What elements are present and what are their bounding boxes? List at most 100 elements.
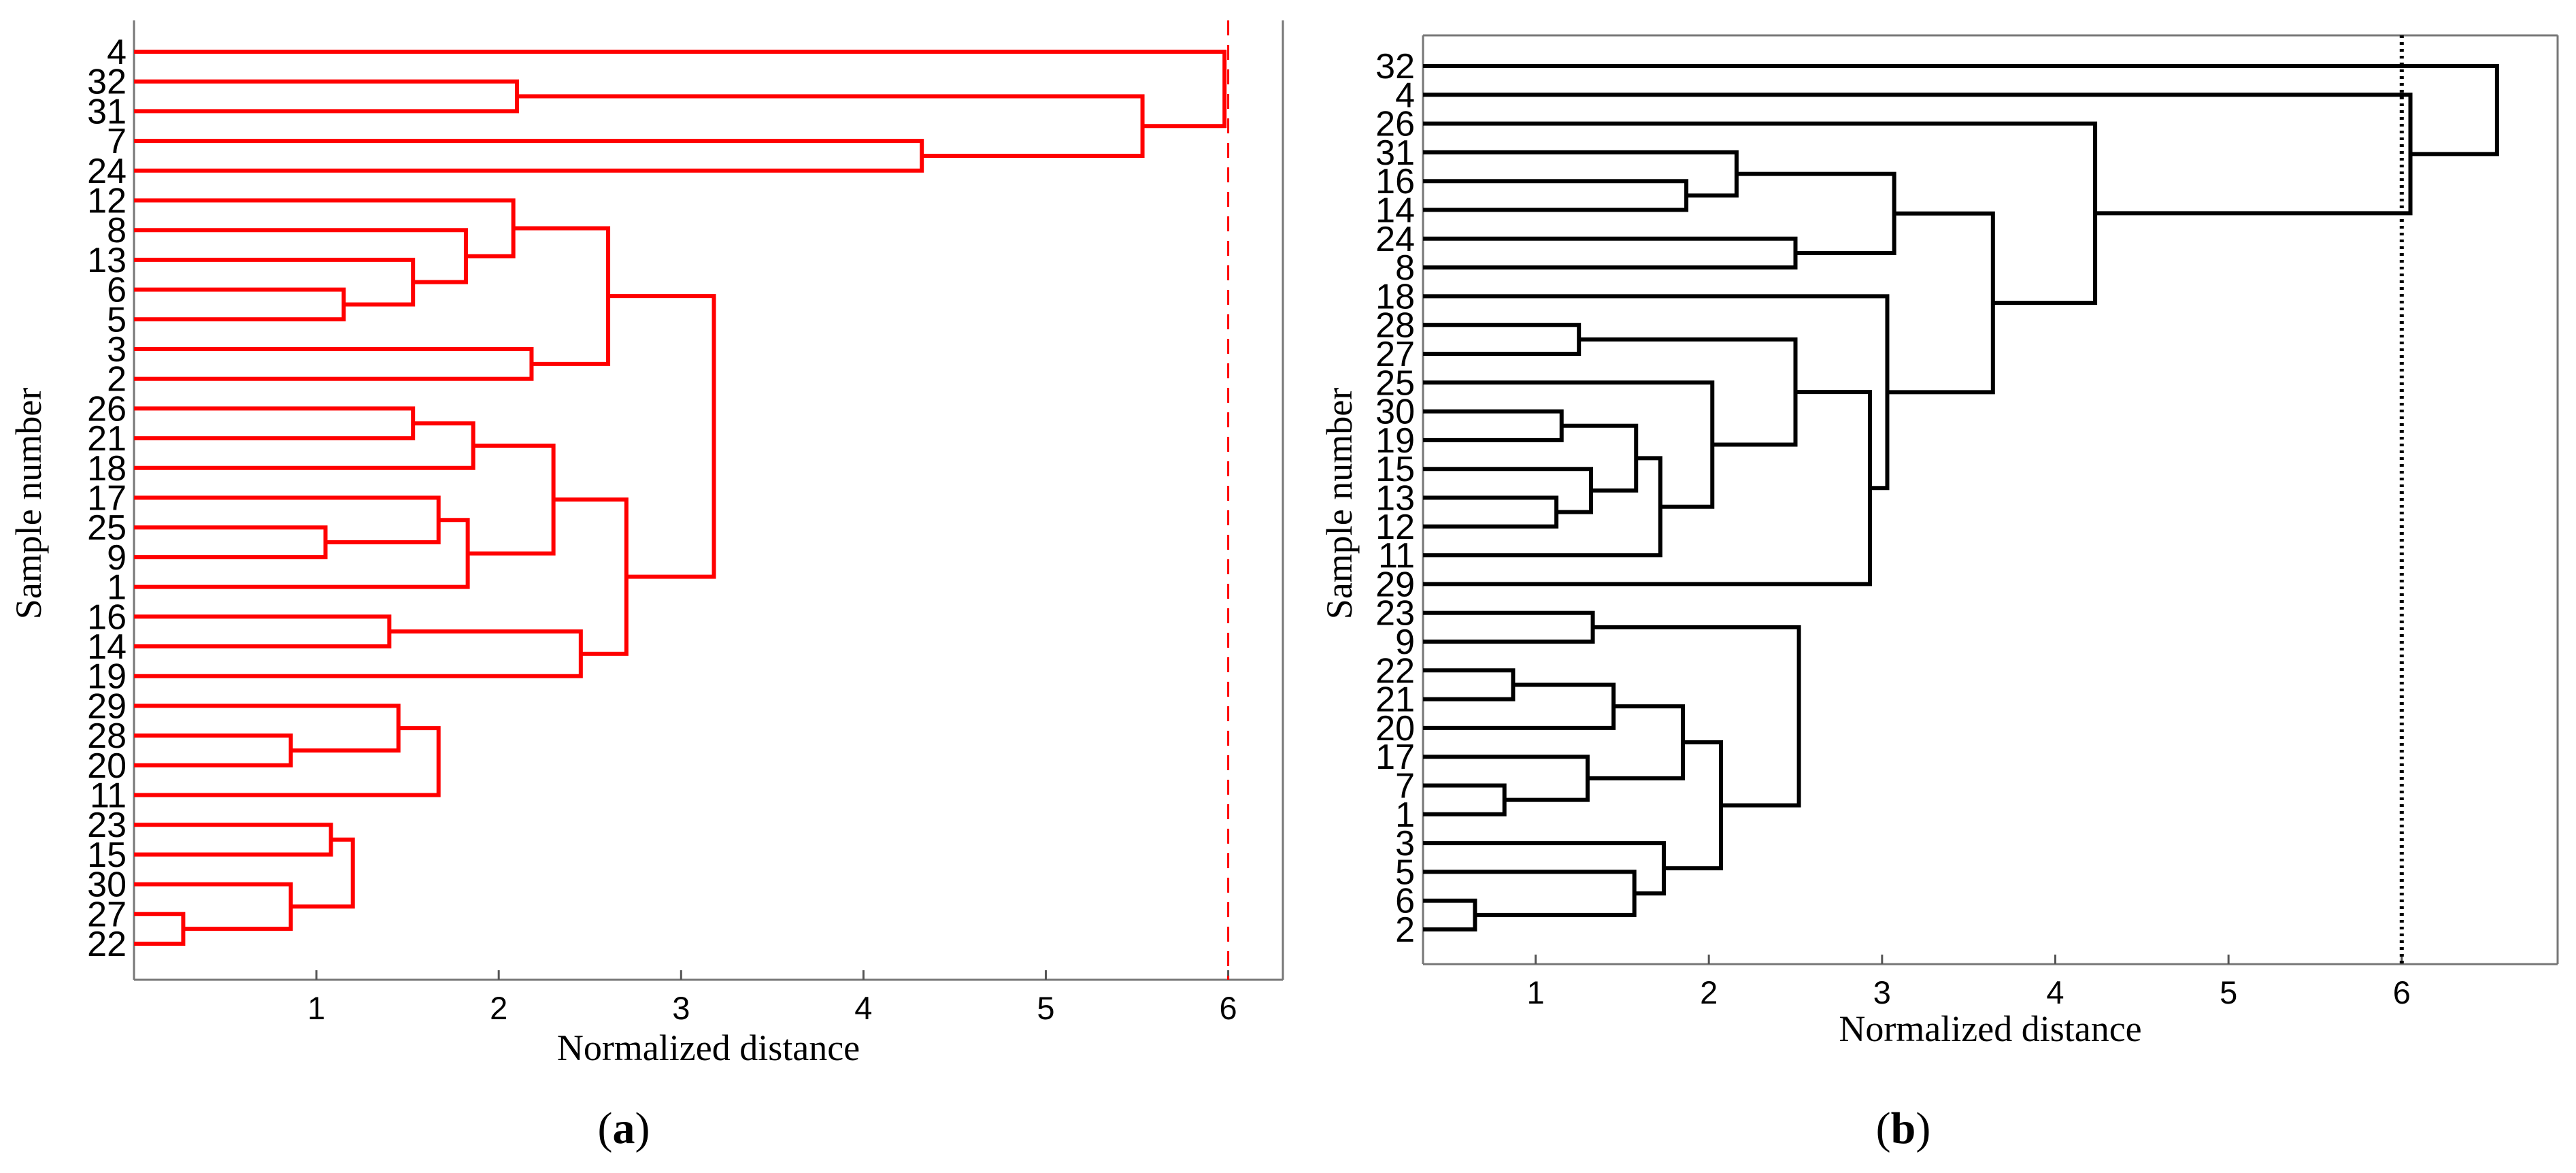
caption-letter: a [613,1104,635,1153]
x-tick-label: 6 [1220,990,1237,1026]
leaf-label: 2 [107,360,127,399]
caption-letter: b [1891,1104,1916,1153]
dendrogram-links [134,50,1227,946]
dendrogram-link [1423,610,1595,644]
dendrogram-link [134,882,293,931]
dendrogram-link [467,444,556,556]
leaf-label: 21 [1375,680,1415,720]
leaf-label: 29 [87,687,127,726]
dendrogram-link [134,139,924,173]
dendrogram-link [1423,150,1739,198]
dendrogram-link [1423,380,1715,509]
dendrogram-link [1579,337,1798,447]
dendrogram-link [1423,755,1590,802]
leaf-label: 22 [87,925,127,964]
x-tick-label: 4 [854,990,872,1026]
x-tick-label: 6 [2393,974,2411,1010]
x-axis-title: Normalized distance [557,1027,860,1068]
leaf-label: 30 [87,865,127,905]
leaf-label: 12 [87,182,127,221]
leaf-label: 2 [1395,910,1415,950]
dendrogram-link [1423,668,1516,701]
dendrogram-link [1423,179,1689,212]
dendrogram-panel-b: 1 2 3 4 5 63242631161424818282725301915131211… [1319,34,2559,1153]
dendrogram-link [1423,467,1594,514]
dendrogram-link [134,406,416,441]
dendrogram-link [1561,423,1639,493]
dendrogram-link [1423,93,2413,216]
caption-open-paren: ( [598,1104,613,1153]
x-tick-label: 1 [1526,974,1544,1010]
leaf-label: 27 [87,895,127,934]
leaf-label: 15 [87,836,127,875]
leaf-label: 18 [1375,277,1415,316]
dendrogram-link [1423,841,1666,896]
dendrogram-links [1423,64,2499,931]
dendrogram-link [134,228,468,284]
dendrogram-link [134,733,293,767]
dendrogram-link [1423,870,1637,917]
dendrogram-link [517,94,1145,158]
dendrogram-link [1423,495,1559,529]
leaf-label: 26 [87,389,127,429]
dendrogram-link [1423,898,1477,931]
x-tick-label: 1 [307,990,325,1026]
x-tick-label: 2 [490,990,507,1026]
leaf-label: 15 [1375,450,1415,489]
leaf-label: 26 [1375,105,1415,144]
caption-open-paren: ( [1876,1104,1891,1153]
x-tick-label: 5 [1037,990,1054,1026]
leaf-label: 3 [107,330,127,369]
leaf-label: 13 [1375,479,1415,518]
dendrogram-link [134,257,416,307]
dendrogram-link [1736,171,1896,255]
leaf-label: 25 [1375,363,1415,403]
dendrogram-link [1887,211,1995,395]
dendrogram-link [134,823,333,857]
leaf-label: 11 [90,776,127,816]
dendrogram-link [134,525,328,559]
leaf-label: 18 [87,449,127,489]
dendrogram-link [513,226,611,366]
x-axis-title: Normalized distance [1839,1008,2141,1049]
leaf-label: 4 [107,33,127,72]
leaf-label: 24 [1375,220,1415,259]
leaf-label: 31 [87,92,127,131]
leaf-label: 8 [107,211,127,250]
dendrogram-link [1592,625,1801,808]
dendrogram-link [134,495,441,545]
leaf-label: 5 [107,300,127,340]
dendrogram-link [1423,456,1662,558]
dendrogram-link [1423,682,1616,730]
dendrogram-link [134,198,516,259]
leaf-label: 32 [87,63,127,102]
axes-frame [1422,34,2559,965]
dendrogram-link [134,287,346,322]
dendrogram-link [134,912,186,946]
leaf-label: 16 [1375,162,1415,201]
dendrogram-link [608,294,716,579]
leaf-label: 19 [87,657,127,697]
leaf-label: 3 [1395,824,1415,863]
leaf-label: 17 [1375,738,1415,777]
leaf-label: 14 [1375,191,1415,231]
leaf-label: 7 [107,122,127,161]
leaf-label: 9 [1395,623,1415,662]
dendrogram-link [1423,783,1507,816]
dendrogram-link [134,518,470,589]
dendrogram-link [1423,64,2499,156]
leaf-label: 7 [1395,767,1415,806]
x-tick-label: 2 [1700,974,1718,1010]
dendrogram-link [1423,323,1582,356]
leaf-label: 21 [87,419,127,459]
leaf-label: 14 [87,627,127,667]
leaf-label: 1 [1395,795,1415,835]
leaf-label: 12 [1375,508,1415,547]
dendrogram-link [290,838,355,909]
dendrogram-link [134,614,392,648]
leaf-label: 9 [107,538,127,578]
dendrogram-link [1587,704,1685,780]
leaf-label: 23 [1375,594,1415,633]
dendrogram-link [134,726,441,797]
leaf-label: 8 [1395,248,1415,288]
